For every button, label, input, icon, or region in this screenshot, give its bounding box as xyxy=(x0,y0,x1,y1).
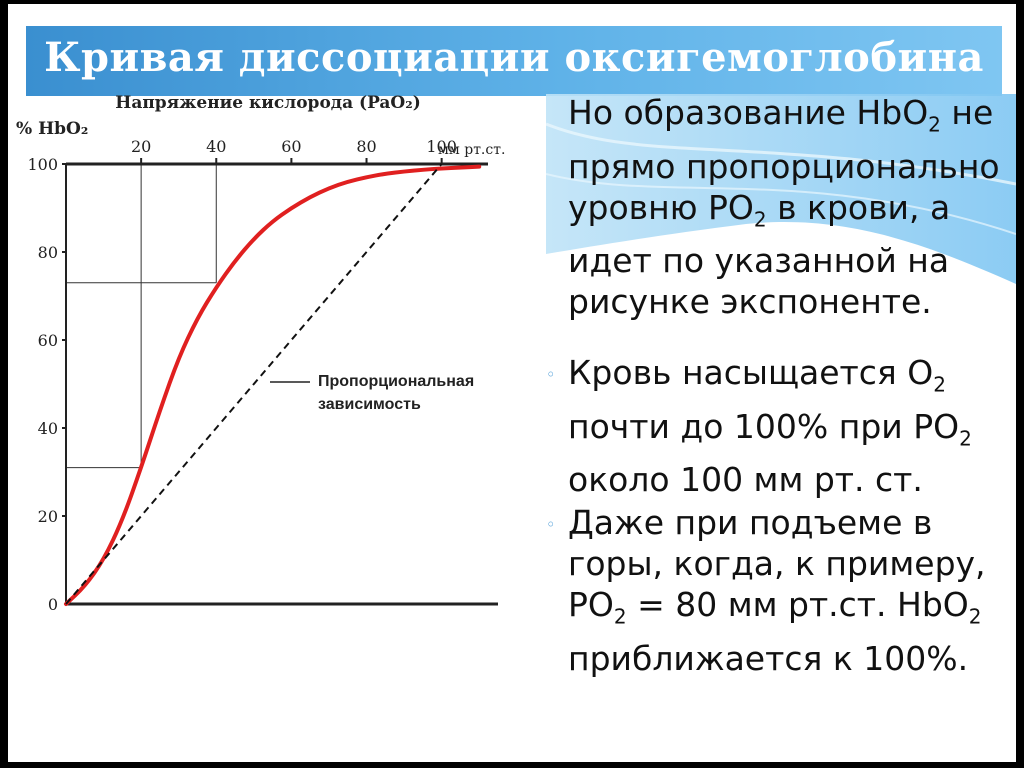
annotation-label-line1: Пропорциональная xyxy=(318,373,474,390)
proportional-dashed-line xyxy=(65,163,443,605)
y-tick-label: 40 xyxy=(38,419,58,438)
bullet-item: ◦ Даже при подъеме в горы, когда, к приме… xyxy=(546,503,986,678)
y-axis-label: % HbO₂ xyxy=(16,119,88,139)
x-tick-label: 80 xyxy=(356,137,376,156)
decorative-wave-background xyxy=(546,94,1016,284)
x-axis-label: Напряжение кислорода (PaO₂) xyxy=(115,93,420,113)
bullet-item: ◦ Кровь насыщается O2 почти до 100% при P… xyxy=(546,353,972,500)
y-tick-label: 0 xyxy=(48,595,58,614)
y-tick-label: 60 xyxy=(38,331,58,350)
bullet-marker-icon: ◦ xyxy=(546,365,556,384)
x-axis-unit: мм рт.ст. xyxy=(438,142,505,158)
x-tick-label: 60 xyxy=(281,137,301,156)
y-tick-label: 100 xyxy=(27,155,58,174)
oxyhemoglobin-dissociation-chart: Напряжение кислорода (PaO₂) % HbO₂ мм рт… xyxy=(16,93,505,614)
x-tick-label: 20 xyxy=(131,137,151,156)
slide: Кривая диссоциации оксигемоглобина Напря… xyxy=(8,4,1016,762)
dissociation-curve-line xyxy=(64,164,482,606)
slide-title: Кривая диссоциации оксигемоглобина xyxy=(44,34,984,81)
y-tick-label: 80 xyxy=(38,243,58,262)
bullet-marker-icon: ◦ xyxy=(546,515,556,534)
bullet-item: Но образование HbO2 не прямо пропорциона… xyxy=(568,93,1000,322)
x-tick-label: 40 xyxy=(206,137,226,156)
y-tick-label: 20 xyxy=(38,507,58,526)
title-bar: Кривая диссоциации оксигемоглобина xyxy=(26,26,1002,96)
x-tick-label: 100 xyxy=(426,137,457,156)
annotation-label-line2: зависимость xyxy=(318,396,421,413)
